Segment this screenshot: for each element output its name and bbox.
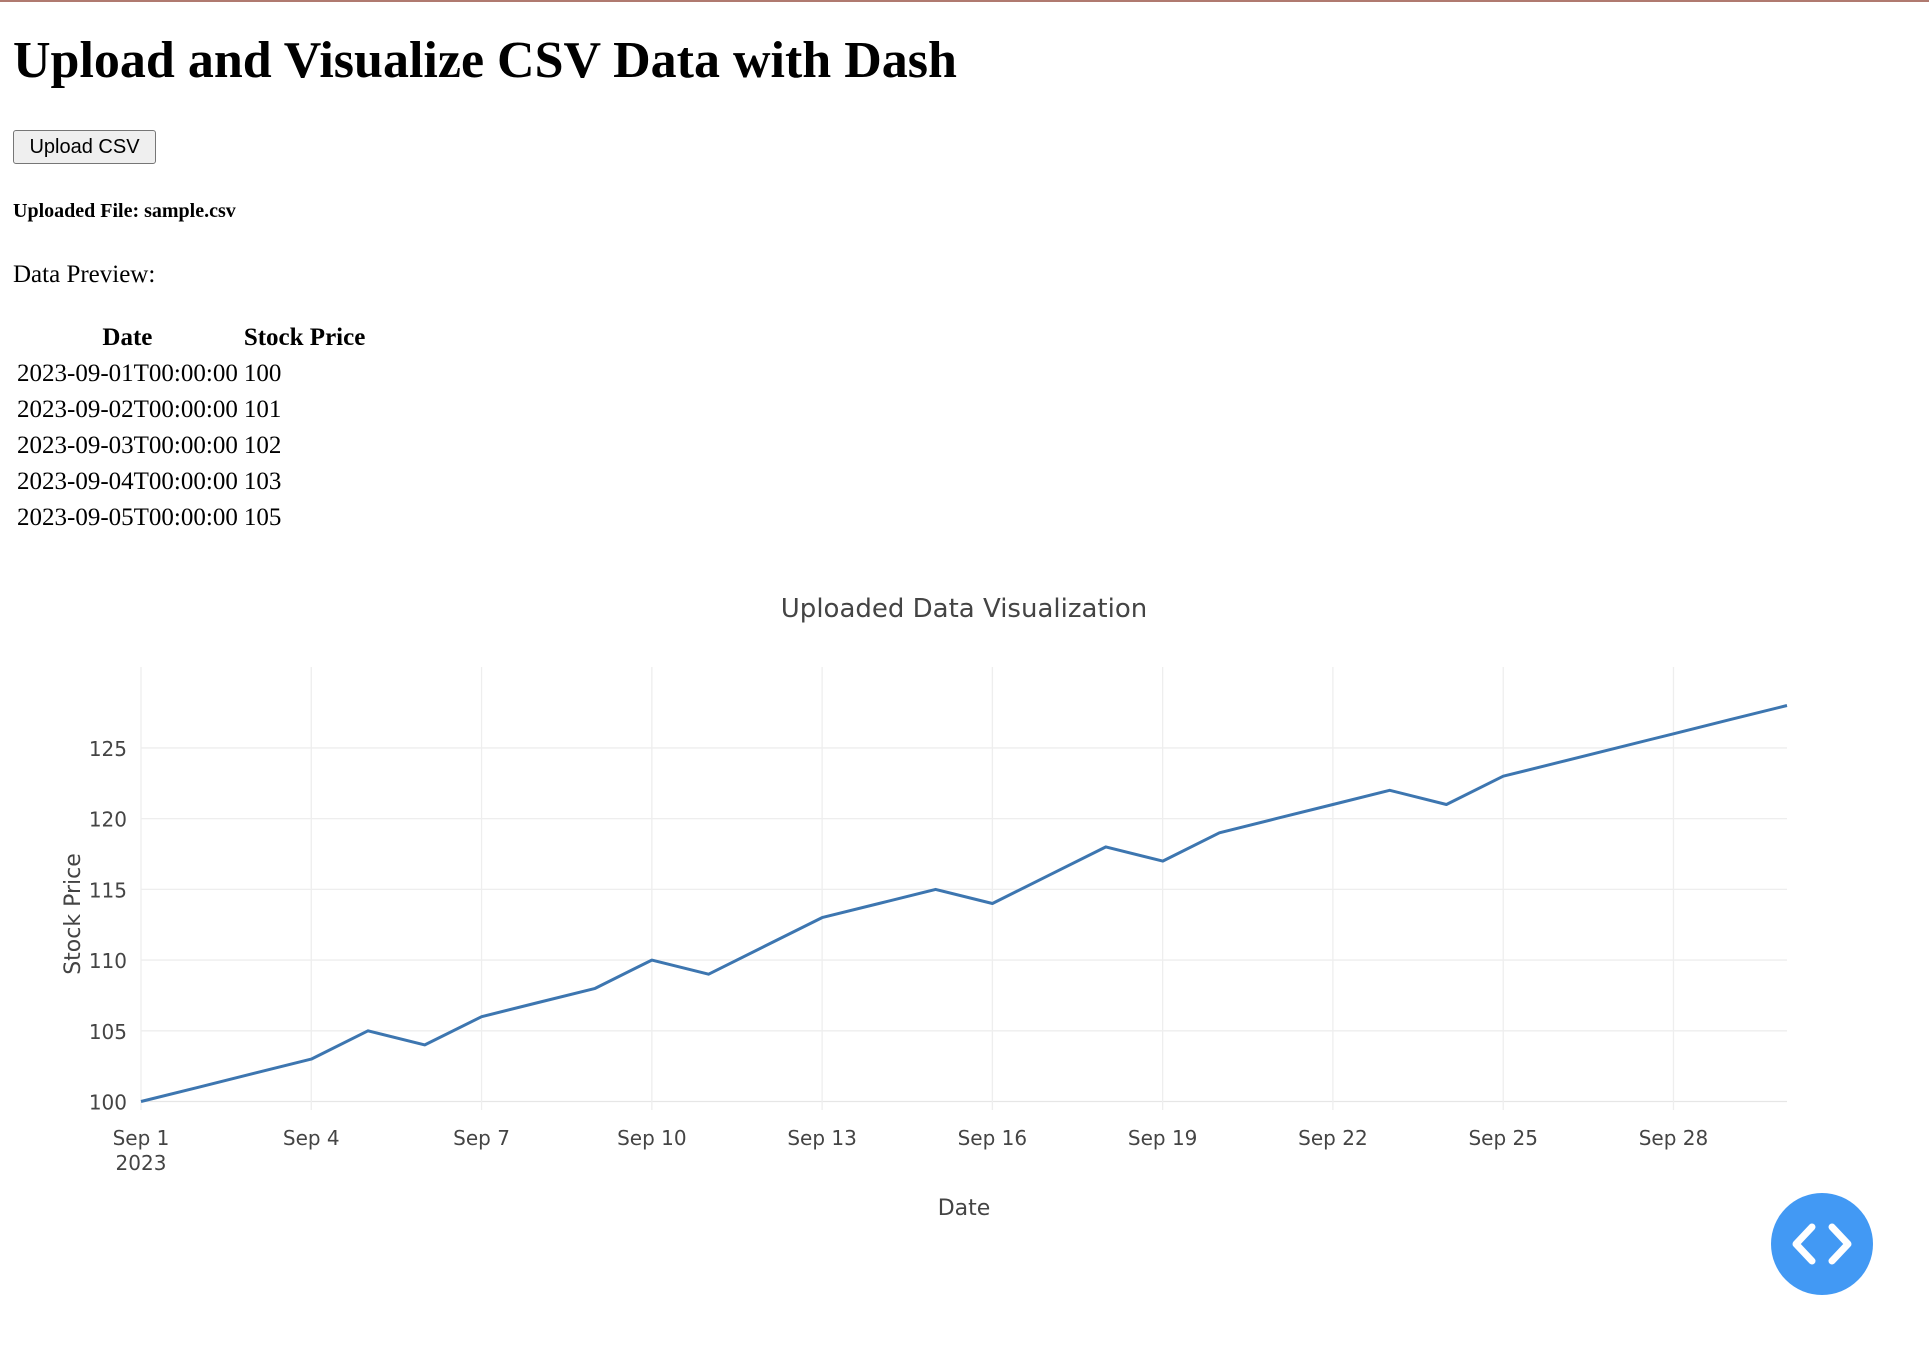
y-axis-label: Stock Price xyxy=(61,853,86,975)
y-axis-ticks: 100 105 110 115 120 125 xyxy=(89,737,127,1115)
x-tick-label: Sep 28 xyxy=(1639,1126,1709,1150)
y-tick-label: 110 xyxy=(89,949,127,973)
chart-svg[interactable]: Uploaded Data Visualization 100 105 110 115… xyxy=(0,572,1929,1232)
cell-date: 2023-09-03T00:00:00 xyxy=(17,432,238,459)
cell-stock-price: 103 xyxy=(243,468,282,495)
x-tick-label: Sep 22 xyxy=(1298,1126,1368,1150)
code-icon xyxy=(1792,1223,1852,1265)
y-tick-label: 125 xyxy=(89,737,127,761)
y-tick-label: 120 xyxy=(89,808,127,832)
x-tick-sublabel: 2023 xyxy=(116,1151,167,1175)
data-preview-table: Date Stock Price 2023-09-01T00:00:00 100… xyxy=(14,320,368,536)
x-tick-label: Sep 19 xyxy=(1128,1126,1198,1150)
cell-stock-price: 100 xyxy=(243,360,282,387)
x-tick-label: Sep 16 xyxy=(958,1126,1028,1150)
x-tick-label: Sep 10 xyxy=(617,1126,687,1150)
x-tick-label: Sep 7 xyxy=(453,1126,510,1150)
cell-stock-price: 101 xyxy=(243,396,282,423)
column-header-stock-price: Stock Price xyxy=(243,324,366,351)
cell-date: 2023-09-05T00:00:00 xyxy=(17,504,238,531)
stock-price-chart[interactable]: Uploaded Data Visualization 100 105 110 115… xyxy=(0,572,1929,1232)
x-tick-label: Sep 1 xyxy=(113,1126,170,1150)
page-title: Upload and Visualize CSV Data with Dash xyxy=(13,32,957,89)
table-row: 2023-09-05T00:00:00 105 xyxy=(14,500,368,536)
table-row: 2023-09-03T00:00:00 102 xyxy=(14,428,368,464)
x-tick-label: Sep 13 xyxy=(787,1126,857,1150)
series-line[interactable] xyxy=(140,704,1788,1103)
x-axis-label: Date xyxy=(938,1196,991,1221)
cell-stock-price: 105 xyxy=(243,504,282,531)
x-tick-label: Sep 4 xyxy=(283,1126,340,1150)
uploaded-file-name: Uploaded File: sample.csv xyxy=(13,200,236,222)
x-tick-label: Sep 25 xyxy=(1468,1126,1538,1150)
data-preview-label: Data Preview: xyxy=(13,261,156,288)
cell-date: 2023-09-01T00:00:00 xyxy=(17,360,238,387)
chart-gridlines xyxy=(140,667,1787,1110)
chart-title: Uploaded Data Visualization xyxy=(781,594,1147,624)
table-row: 2023-09-01T00:00:00 100 xyxy=(14,356,368,392)
y-tick-label: 105 xyxy=(89,1020,127,1044)
cell-date: 2023-09-02T00:00:00 xyxy=(17,396,238,423)
code-toggle-button[interactable] xyxy=(1771,1193,1873,1295)
table-row: 2023-09-02T00:00:00 101 xyxy=(14,392,368,428)
upload-csv-button[interactable]: Upload CSV xyxy=(13,130,156,164)
cell-stock-price: 102 xyxy=(243,432,282,459)
cell-date: 2023-09-04T00:00:00 xyxy=(17,468,238,495)
table-header-row: Date Stock Price xyxy=(14,320,368,356)
y-tick-label: 100 xyxy=(89,1091,127,1115)
column-header-date: Date xyxy=(102,324,153,351)
table-row: 2023-09-04T00:00:00 103 xyxy=(14,464,368,500)
y-tick-label: 115 xyxy=(89,878,127,902)
